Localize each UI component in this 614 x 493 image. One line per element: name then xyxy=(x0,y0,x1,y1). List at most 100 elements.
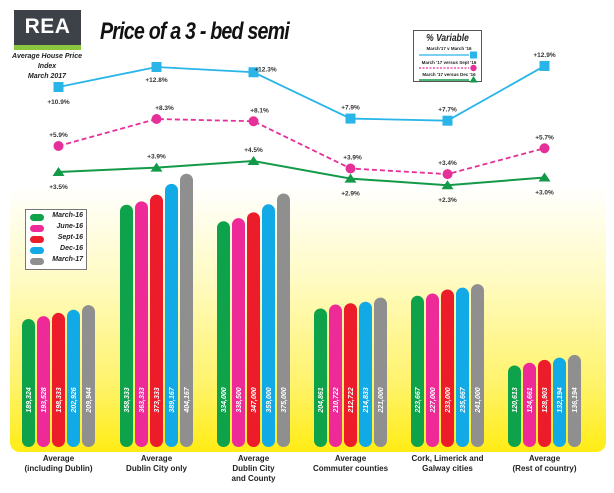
subtitle-line1: Average House Price Index xyxy=(11,53,83,70)
legend-label: Dec-16 xyxy=(60,245,83,252)
line-value-label: +7.7% xyxy=(438,107,457,114)
bar-value-label: 193,528 xyxy=(41,387,48,412)
bar-value-label: 334,000 xyxy=(221,387,228,412)
rea-logo: REA xyxy=(14,10,81,50)
marker-triangle xyxy=(150,162,163,172)
line-value-label: +3.4% xyxy=(438,160,457,167)
bar-value-label: 128,903 xyxy=(542,387,549,412)
category-label: Average Commuter counties xyxy=(301,454,401,474)
variable-legend-title: % Variable xyxy=(426,33,469,44)
logo-text: REA xyxy=(24,15,71,38)
bar-dec-16 xyxy=(359,301,372,447)
bar-value-label: 124,661 xyxy=(527,387,534,412)
variable-legend-label-sept: March '17 versus Sept '16 xyxy=(421,60,477,65)
line-value-label: +4.5% xyxy=(244,147,263,154)
marker-square xyxy=(345,113,356,124)
bar-value-label: 214,833 xyxy=(363,387,370,413)
bar-june-16 xyxy=(329,304,342,447)
marker-square xyxy=(442,115,453,126)
bar-value-label: 221,000 xyxy=(378,387,385,413)
variable-legend-swatch-sept xyxy=(419,64,477,72)
marker-square xyxy=(151,62,162,72)
category-label-line: Commuter counties xyxy=(312,464,389,473)
bar-value-label: 363,333 xyxy=(139,387,146,412)
line-value-label: +3.9% xyxy=(343,155,362,162)
variable-legend: % Variable March'17 v March '16 March '1… xyxy=(413,30,482,83)
variable-legend-label-dec: March '17 versus Dec '16 xyxy=(422,72,476,77)
line-layer: +10.9% +12.8% +12.3% +7.9% +7.7% +12.9% +5.9% +… xyxy=(47,52,555,204)
category-label-line: Average xyxy=(140,454,173,463)
legend-label: March-16 xyxy=(52,212,83,219)
line-value-label: +2.3% xyxy=(438,197,457,204)
bar-march-16 xyxy=(508,365,521,447)
line-value-label: +2.9% xyxy=(341,191,360,198)
line-value-label: +3.0% xyxy=(535,190,554,197)
bar-dec-16 xyxy=(553,357,566,447)
bar-value-label: 359,000 xyxy=(266,387,273,412)
bar-dec-16 xyxy=(165,183,178,447)
marker-circle xyxy=(151,114,162,124)
category-label: Cork, Limerick and Galway cities xyxy=(398,454,498,474)
legend-swatch-dec16 xyxy=(30,247,44,254)
line-series-vs-sept xyxy=(58,118,545,176)
marker-circle xyxy=(248,116,259,127)
bar-june-16 xyxy=(37,316,50,447)
category-label-line: Dublin City only xyxy=(126,464,187,473)
category-label-line: Average xyxy=(237,454,270,463)
bar-value-label: 223,667 xyxy=(415,386,422,413)
bar-value-label: 375,000 xyxy=(281,387,288,412)
category-label-line: Dublin City xyxy=(232,464,275,473)
period-legend-item: March-17 xyxy=(30,256,86,266)
line-value-label: +10.9% xyxy=(47,99,69,106)
bar-march-16 xyxy=(314,308,327,447)
marker-square xyxy=(53,82,64,92)
bar-march-16 xyxy=(22,319,35,447)
bar-march-17 xyxy=(471,284,484,447)
logo-subtitle: Average House Price Index March 2017 xyxy=(6,52,88,82)
bar-june-16 xyxy=(232,218,245,447)
variable-legend-swatch-yoy xyxy=(419,51,477,59)
variable-legend-swatch-dec xyxy=(419,76,478,83)
bar-march-17 xyxy=(277,193,290,447)
line-value-label: +8.1% xyxy=(250,107,269,114)
bar-dec-16 xyxy=(262,204,275,447)
period-legend-item: Sept-16 xyxy=(30,234,86,244)
category-label-line: Average xyxy=(42,454,75,463)
marker-circle xyxy=(53,141,64,151)
bar-value-label: 202,926 xyxy=(71,387,78,413)
bar-value-label: 136,194 xyxy=(572,387,579,412)
legend-label: June-16 xyxy=(56,223,83,230)
bar-sept-16 xyxy=(441,289,454,447)
line-value-label: +5.7% xyxy=(535,134,554,141)
bar-sept-16 xyxy=(344,303,357,447)
marker-triangle xyxy=(247,156,260,165)
category-label-line: Average xyxy=(528,454,561,463)
bar-value-label: 235,667 xyxy=(460,386,467,413)
category-label: Average Dublin City and County xyxy=(204,454,304,484)
marker-square xyxy=(539,60,550,71)
bar-value-label: 404,167 xyxy=(184,386,191,413)
category-label-line: and County xyxy=(231,474,276,483)
bar-value-label: 212,722 xyxy=(348,387,355,413)
marker-circle xyxy=(442,169,453,180)
legend-swatch-march16 xyxy=(30,214,44,221)
bar-value-label: 189,324 xyxy=(26,387,33,412)
line-value-label: +12.9% xyxy=(533,52,555,59)
legend-swatch-march17 xyxy=(30,258,44,265)
bar-june-16 xyxy=(135,201,148,447)
variable-legend-label-yoy: March'17 v March '16 xyxy=(426,46,472,51)
bar-value-label: 241,000 xyxy=(475,387,482,413)
legend-label: March-17 xyxy=(52,256,83,263)
line-value-label: +3.5% xyxy=(49,184,68,191)
bar-value-label: 347,000 xyxy=(251,387,258,412)
line-value-label: +8.3% xyxy=(155,105,174,112)
line-value-label: +3.9% xyxy=(147,154,166,161)
bar-value-label: 209,944 xyxy=(86,387,93,413)
legend-swatch-sept16 xyxy=(30,236,44,243)
category-label-line: (including Dublin) xyxy=(24,464,93,473)
category-label: Average (Rest of country) xyxy=(495,454,595,474)
bar-june-16 xyxy=(523,362,536,447)
bar-value-label: 227,000 xyxy=(430,387,437,413)
period-legend: March-16 June-16 Sept-16 Dec-16 March-17 xyxy=(25,209,87,270)
